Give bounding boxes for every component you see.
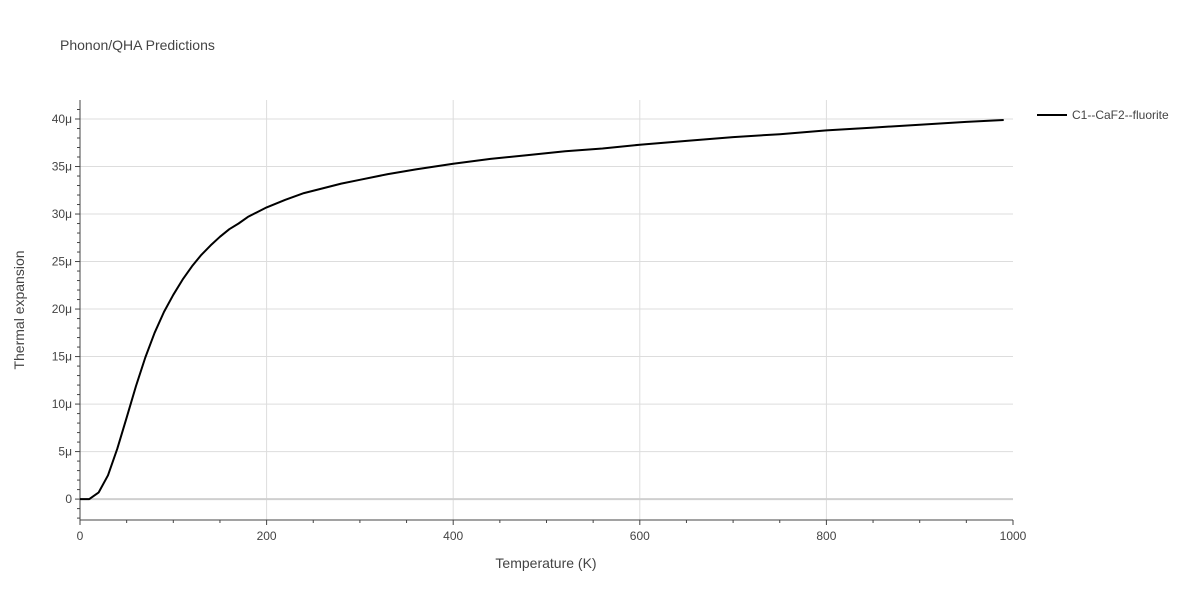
x-tick-label: 800 <box>816 529 836 543</box>
y-tick-label: 10μ <box>52 397 72 411</box>
x-tick-label: 1000 <box>1000 529 1027 543</box>
y-tick-label: 35μ <box>52 160 72 174</box>
x-tick-label: 400 <box>443 529 463 543</box>
y-tick-label: 25μ <box>52 255 72 269</box>
y-tick-label: 30μ <box>52 207 72 221</box>
x-tick-label: 600 <box>630 529 650 543</box>
chart-title: Phonon/QHA Predictions <box>60 37 215 53</box>
y-tick-label: 40μ <box>52 112 72 126</box>
series-line[interactable] <box>80 119 1004 501</box>
axes: 0 200 400 600 800 1000 0 5μ 10μ 15μ 20μ 25μ 30μ 35μ 40… <box>52 100 1027 543</box>
y-axis-title: Thermal expansion <box>11 250 27 369</box>
x-tick-label: 0 <box>77 529 84 543</box>
legend-label: C1--CaF2--fluorite <box>1072 108 1169 122</box>
legend[interactable]: C1--CaF2--fluorite <box>1037 108 1169 122</box>
y-tick-label: 0 <box>65 492 72 506</box>
grid-layer <box>80 100 1013 520</box>
y-tick-label: 15μ <box>52 350 72 364</box>
x-tick-label: 200 <box>257 529 277 543</box>
y-tick-label: 20μ <box>52 302 72 316</box>
x-axis-title: Temperature (K) <box>495 555 596 571</box>
series-layer <box>80 119 1004 501</box>
y-tick-label: 5μ <box>58 445 72 459</box>
